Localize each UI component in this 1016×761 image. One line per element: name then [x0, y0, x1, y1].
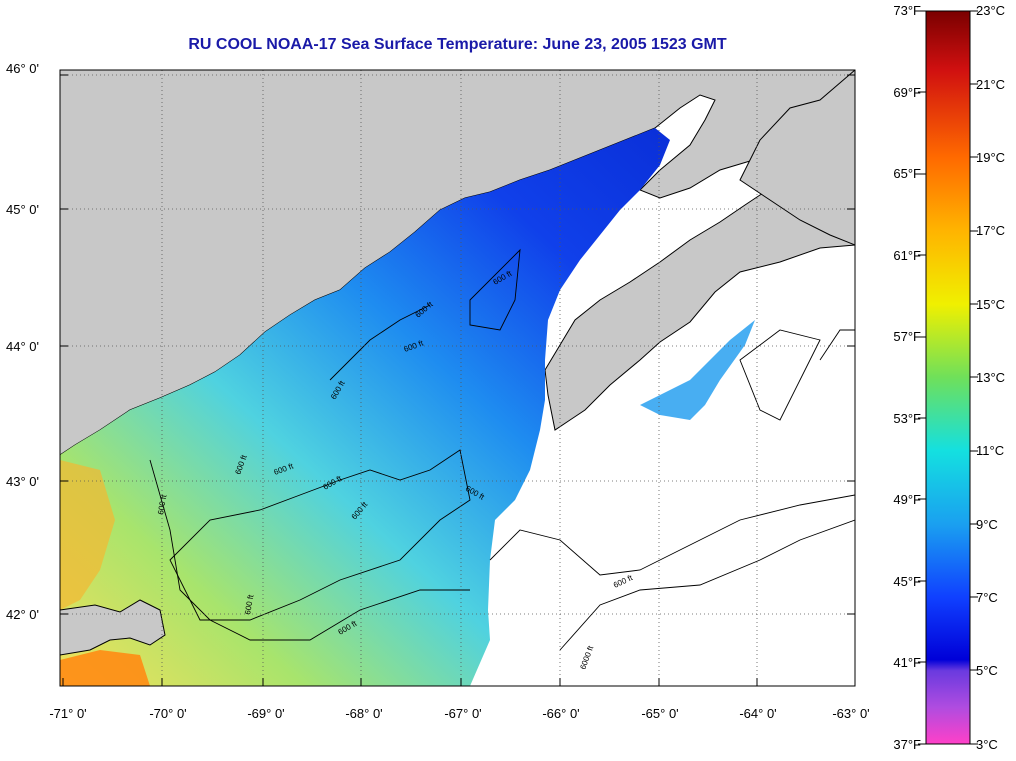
- colorbar: [925, 10, 971, 745]
- latitude-label: 43° 0': [6, 474, 39, 489]
- longitude-label: -63° 0': [832, 706, 870, 721]
- longitude-label: -64° 0': [739, 706, 777, 721]
- fahrenheit-label: 37°F: [893, 737, 921, 752]
- fahrenheit-label: 73°F: [893, 3, 921, 18]
- colorbar-ticks: [918, 10, 978, 745]
- fahrenheit-label: 65°F: [893, 166, 921, 181]
- latitude-label: 46° 0': [6, 61, 39, 76]
- celsius-label: 9°C: [976, 517, 998, 532]
- celsius-label: 17°C: [976, 223, 1006, 238]
- longitude-label: -65° 0': [641, 706, 679, 721]
- celsius-label: 23°C: [976, 3, 1006, 18]
- peninsula: [739, 70, 855, 246]
- warm-coastal-water: [60, 460, 115, 610]
- longitude-label: -70° 0': [149, 706, 187, 721]
- fahrenheit-label: 57°F: [893, 329, 921, 344]
- celsius-label: 11°C: [976, 443, 1005, 458]
- celsius-label: 15°C: [976, 297, 1006, 312]
- fahrenheit-label: 69°F: [893, 85, 921, 100]
- longitude-label: -67° 0': [444, 706, 482, 721]
- celsius-label: 5°C: [976, 663, 998, 678]
- longitude-label: -66° 0': [542, 706, 580, 721]
- warm-cape-cod-water: [60, 650, 150, 686]
- map-frame: [59, 69, 856, 687]
- sea-surface-temperature-field: [60, 128, 670, 686]
- celsius-label: 19°C: [976, 150, 1006, 165]
- longitude-label: -68° 0': [345, 706, 383, 721]
- celsius-label: 21°C: [976, 77, 1006, 92]
- contour-label: 600 ft: [243, 593, 255, 615]
- latitude-label: 42° 0': [6, 607, 39, 622]
- celsius-label: 7°C: [976, 590, 998, 605]
- celsius-label: 13°C: [976, 370, 1006, 385]
- contour-label: 600 ft: [156, 493, 168, 515]
- fahrenheit-label: 61°F: [893, 248, 921, 263]
- fahrenheit-label: 53°F: [893, 411, 921, 426]
- fahrenheit-label: 41°F: [893, 655, 921, 670]
- graticule: [60, 70, 855, 686]
- fahrenheit-label: 45°F: [893, 574, 921, 589]
- depth-contours: [149, 248, 855, 651]
- latitude-label: 45° 0': [6, 202, 39, 217]
- offshore-sst-patch: [640, 320, 755, 420]
- tick-marks: [60, 74, 856, 686]
- latitude-label: 44° 0': [6, 339, 39, 354]
- cape-cod: [60, 599, 166, 656]
- fahrenheit-label: 49°F: [893, 492, 921, 507]
- celsius-label: 3°C: [976, 737, 998, 752]
- chart-title: RU COOL NOAA-17 Sea Surface Temperature:…: [188, 36, 727, 53]
- longitude-label: -69° 0': [247, 706, 285, 721]
- longitude-label: -71° 0': [49, 706, 87, 721]
